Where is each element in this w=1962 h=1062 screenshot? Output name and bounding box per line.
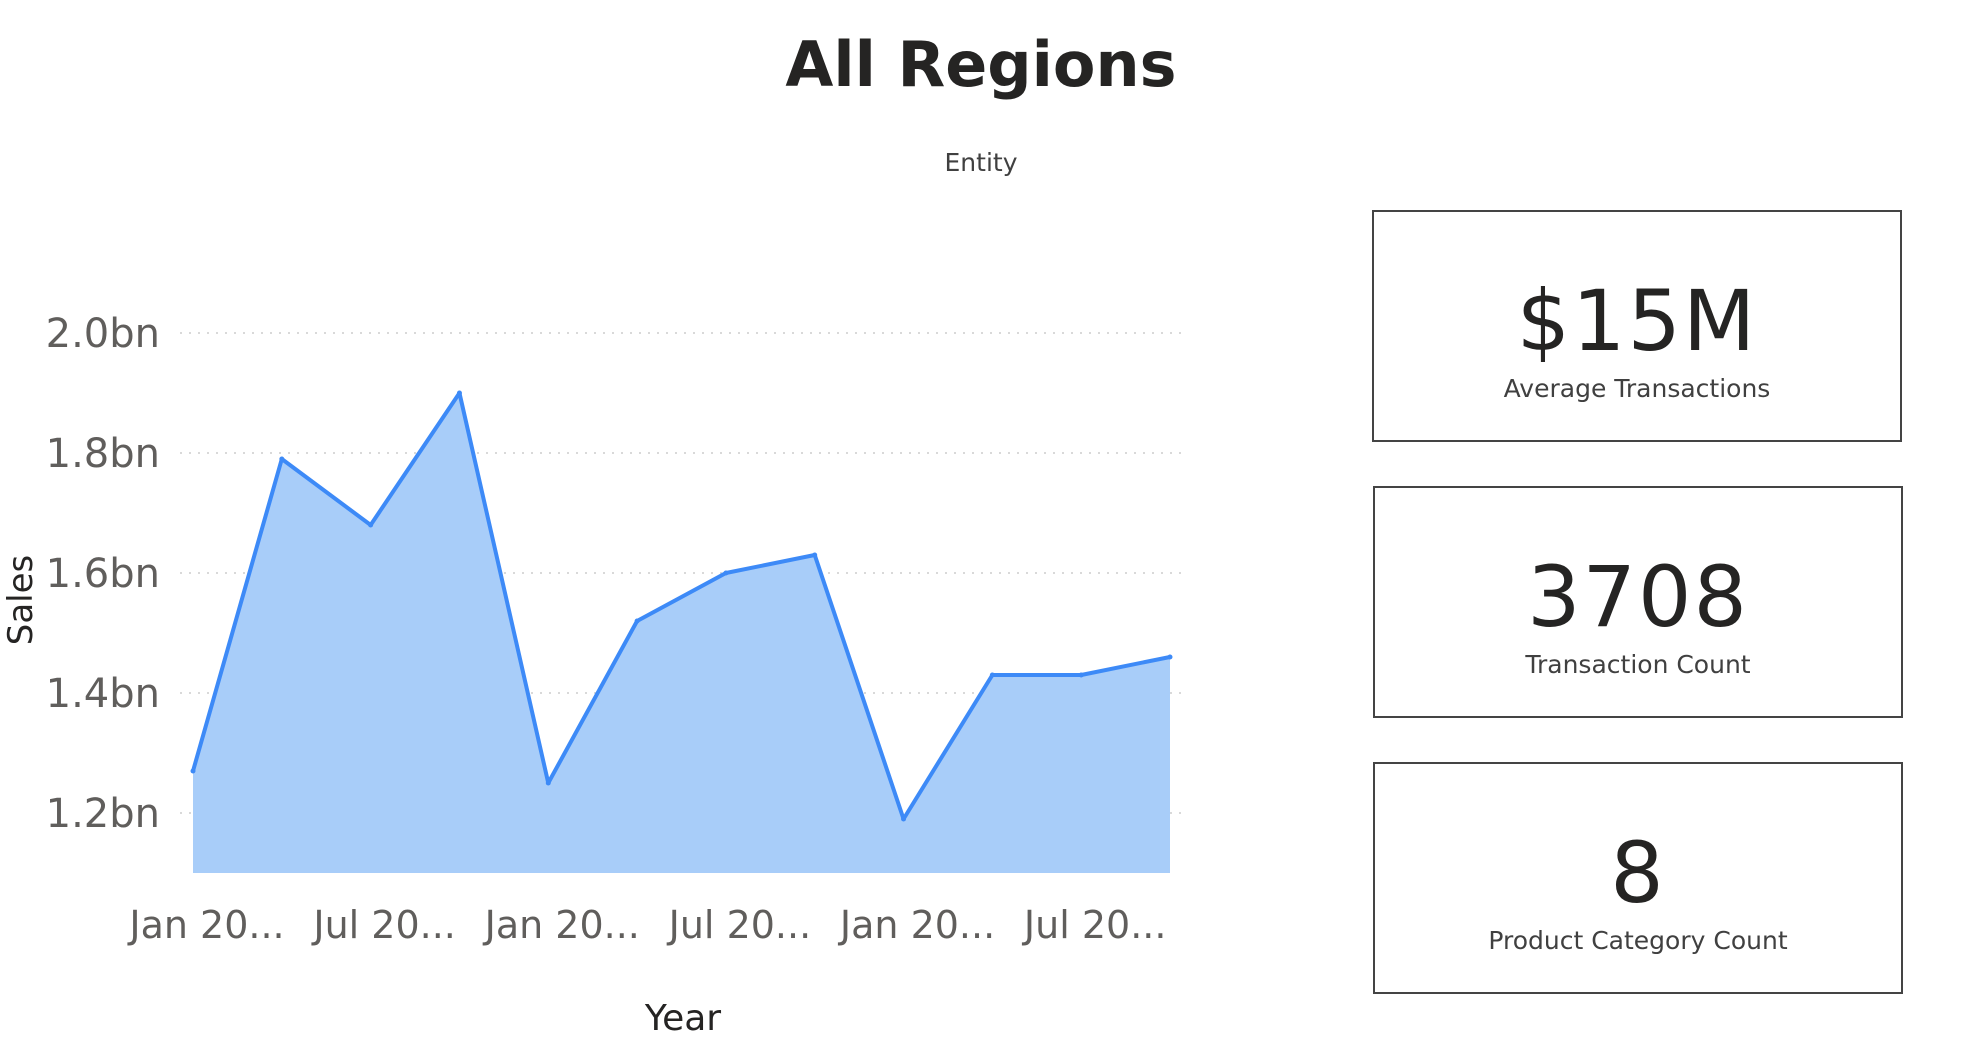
data-point[interactable] — [901, 816, 907, 822]
area-layer — [190, 390, 1173, 873]
x-axis-title: Year — [644, 998, 721, 1039]
x-tick-label: Jan 20... — [838, 903, 995, 947]
entity-label: Entity — [944, 148, 1018, 177]
area-fill — [193, 393, 1170, 873]
data-point[interactable] — [279, 456, 285, 462]
data-point[interactable] — [545, 780, 551, 786]
data-point[interactable] — [1078, 672, 1084, 678]
y-tick-label: 1.4bn — [46, 671, 160, 717]
x-tick-label: Jan 20... — [483, 903, 640, 947]
page-title: All Regions — [785, 28, 1177, 101]
product-category-count-value: 8 — [1610, 824, 1666, 922]
data-point[interactable] — [723, 570, 729, 576]
kpi-card-average-transactions: $15M Average Transactions — [1372, 210, 1902, 442]
product-category-count-label: Product Category Count — [1488, 926, 1788, 955]
y-tick-label: 2.0bn — [46, 311, 160, 357]
y-axis-title: Sales — [1, 555, 41, 646]
series-line — [191, 391, 1171, 821]
sales-area-chart: 2.0bn 1.8bn 1.6bn 1.4bn 1.2bn Jan 20... Jul 2… — [1, 311, 1185, 1039]
transaction-count-value: 3708 — [1527, 548, 1749, 646]
y-tick-label: 1.6bn — [46, 551, 160, 597]
x-axis-ticks: Jan 20... Jul 20... Jan 20... Jul 20... Jan … — [127, 903, 1166, 947]
data-point[interactable] — [989, 672, 995, 678]
x-tick-label: Jan 20... — [127, 903, 284, 947]
kpi-card-product-category-count: 8 Product Category Count — [1373, 762, 1903, 994]
data-point[interactable] — [1167, 654, 1173, 660]
y-tick-label: 1.2bn — [46, 791, 160, 837]
x-tick-label: Jul 20... — [667, 903, 812, 947]
data-point[interactable] — [634, 618, 640, 624]
data-point[interactable] — [812, 552, 818, 558]
y-tick-label: 1.8bn — [46, 431, 160, 477]
x-tick-label: Jul 20... — [311, 903, 456, 947]
data-point[interactable] — [190, 768, 196, 774]
x-tick-label: Jul 20... — [1022, 903, 1167, 947]
data-point[interactable] — [456, 390, 462, 396]
y-axis-ticks: 2.0bn 1.8bn 1.6bn 1.4bn 1.2bn — [46, 311, 160, 837]
data-point[interactable] — [368, 522, 374, 528]
average-transactions-value: $15M — [1516, 272, 1758, 370]
kpi-card-transaction-count: 3708 Transaction Count — [1373, 486, 1903, 718]
transaction-count-label: Transaction Count — [1525, 650, 1751, 679]
average-transactions-label: Average Transactions — [1503, 374, 1771, 403]
